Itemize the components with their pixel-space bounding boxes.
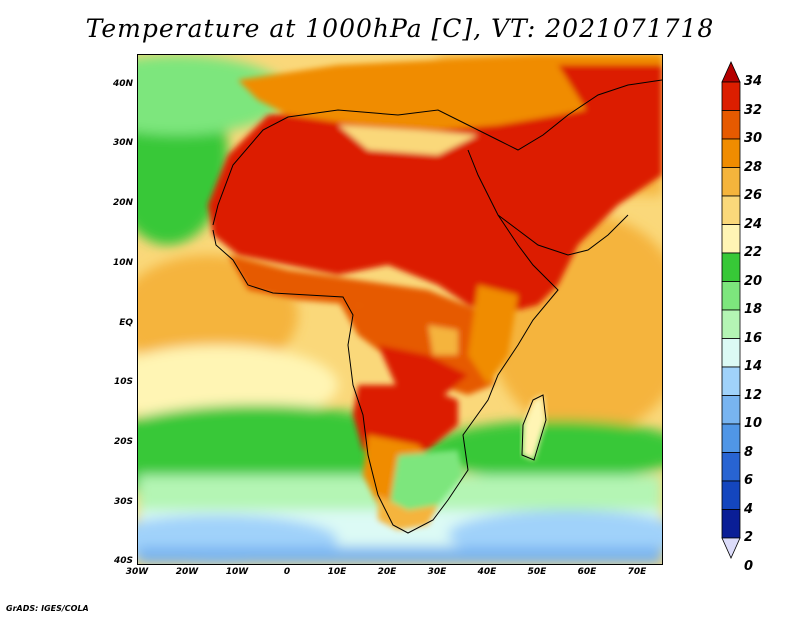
colorbar-label: 12 (744, 387, 763, 403)
colorbar-segment (721, 338, 741, 368)
lat-label-40s: 40S (113, 556, 133, 566)
colorbar-segment (721, 395, 741, 425)
colorbar-label: 14 (744, 359, 763, 374)
colorbar-segment (721, 452, 741, 482)
colorbar-segment (721, 309, 741, 339)
lon-label-10e: 10E (327, 567, 347, 577)
colorbar-label: 24 (744, 216, 763, 232)
colorbar-segment (721, 480, 741, 510)
lon-label-20w: 20W (175, 567, 199, 577)
colorbar-segment (721, 252, 741, 282)
colorbar-label: 20 (744, 273, 763, 289)
lon-label-40e: 40E (477, 567, 497, 577)
colorbar-label: 22 (744, 245, 763, 260)
lat-label-eq: EQ (119, 318, 133, 328)
colorbar-bottom-arrow (721, 537, 741, 559)
lat-label-10s: 10S (113, 377, 133, 387)
lon-label-0: 0 (283, 567, 291, 577)
temperature-map (137, 54, 663, 565)
colorbar-label: 18 (744, 302, 763, 317)
colorbar-label: 26 (744, 188, 763, 203)
lon-label-30e: 30E (427, 567, 447, 577)
colorbar-label: 32 (744, 102, 763, 118)
lat-label-10n: 10N (112, 258, 133, 268)
lon-label-10w: 10W (225, 567, 249, 577)
colorbar-segment (721, 366, 741, 396)
lat-label-40n: 40N (112, 79, 133, 89)
colorbar-segment (721, 110, 741, 140)
colorbar-label: 0 (744, 558, 754, 574)
colorbar-segment (721, 138, 741, 168)
lon-label-30w: 30W (125, 567, 149, 577)
lon-label-70e: 70E (627, 567, 647, 577)
colorbar (721, 61, 741, 559)
colorbar-top-arrow (721, 61, 741, 83)
lat-label-30s: 30S (113, 497, 133, 507)
colorbar-segment (721, 167, 741, 197)
colorbar-label: 34 (744, 74, 763, 89)
temperature-field (138, 55, 662, 564)
colorbar-segment (721, 81, 741, 111)
colorbar-label: 2 (744, 530, 754, 545)
lon-label-20e: 20E (377, 567, 397, 577)
colorbar-label: 6 (744, 473, 754, 488)
lat-label-20s: 20S (113, 437, 133, 447)
lat-label-20n: 20N (112, 198, 133, 208)
colorbar-label: 4 (744, 501, 754, 517)
colorbar-label: 28 (744, 159, 763, 175)
colorbar-label: 10 (744, 416, 763, 431)
colorbar-segment (721, 195, 741, 225)
lon-label-50e: 50E (527, 567, 547, 577)
colorbar-label: 16 (744, 330, 763, 346)
colorbar-segment (721, 423, 741, 453)
colorbar-segment (721, 509, 741, 539)
lon-label-60e: 60E (577, 567, 597, 577)
colorbar-segment (721, 224, 741, 254)
lat-label-30n: 30N (112, 138, 133, 148)
map-title: Temperature at 1000hPa [C], VT: 20210717… (85, 14, 715, 43)
grads-credit: GrADS: IGES/COLA (6, 604, 89, 613)
colorbar-label: 30 (744, 131, 763, 146)
colorbar-segment (721, 281, 741, 311)
colorbar-label: 8 (744, 444, 754, 460)
